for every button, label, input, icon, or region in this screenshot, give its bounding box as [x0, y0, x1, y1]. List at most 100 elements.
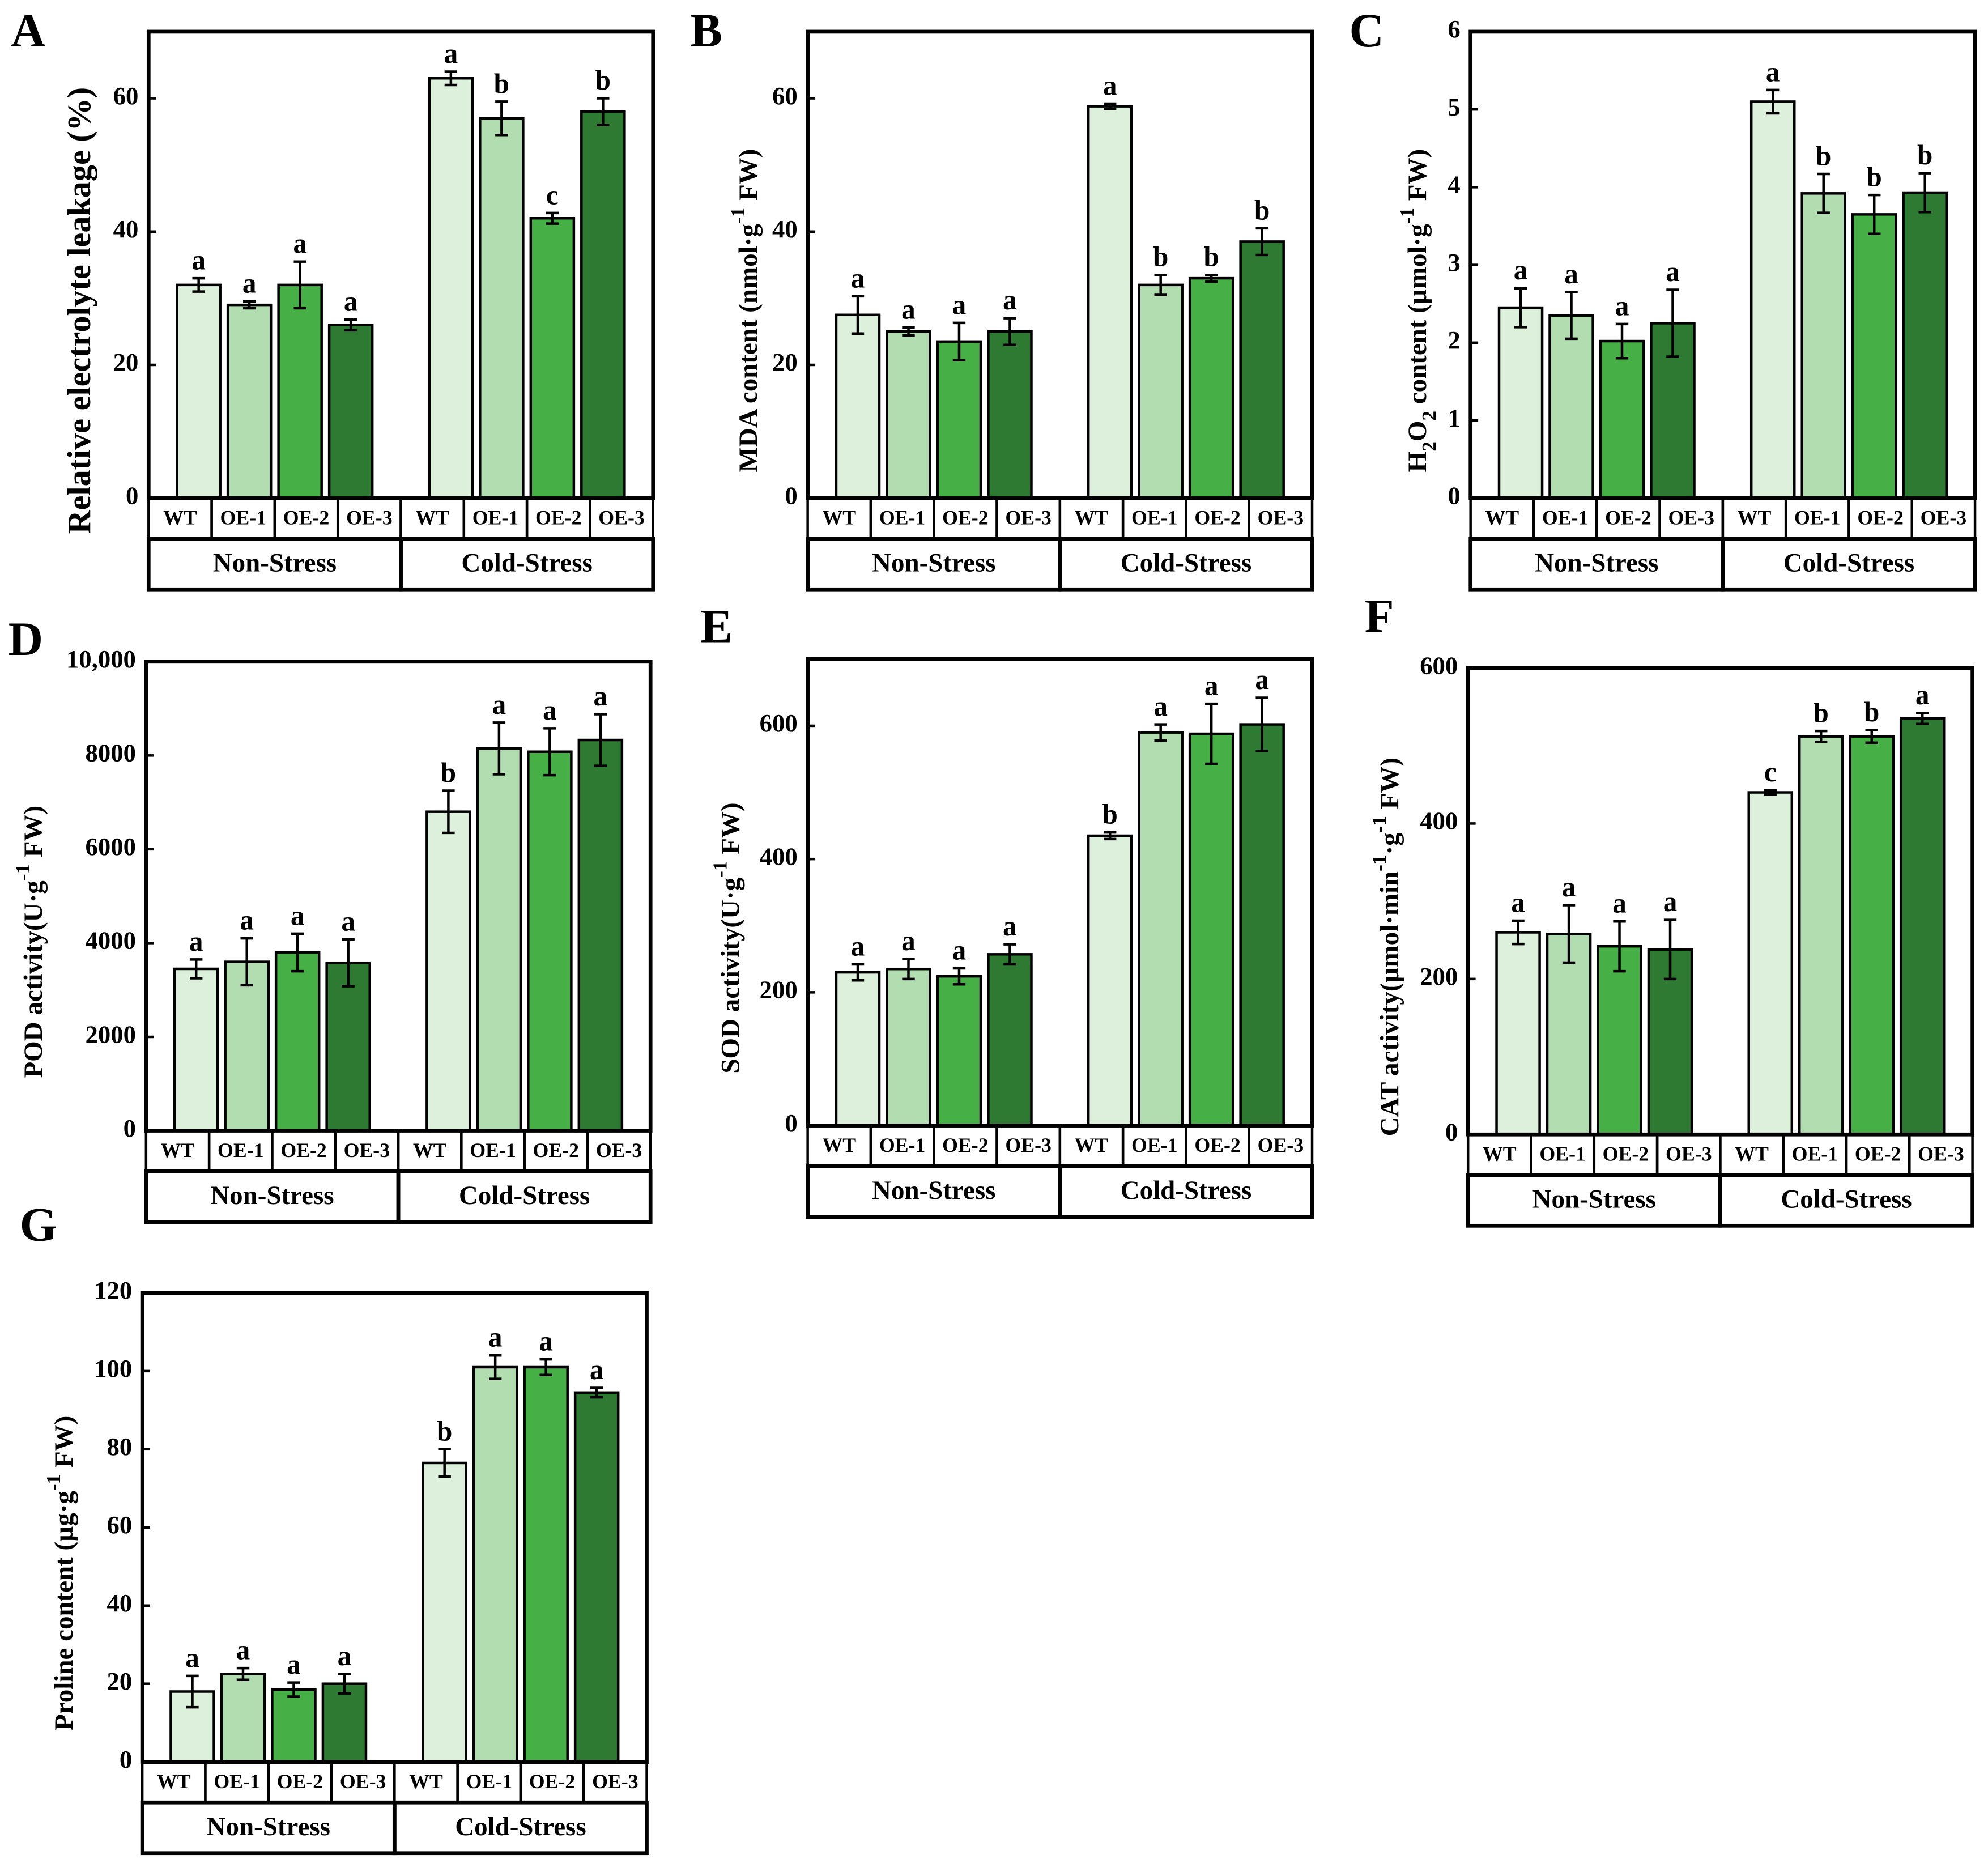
x-tick-label: WT — [1075, 506, 1109, 529]
bar — [327, 324, 374, 500]
bar — [527, 750, 573, 1132]
x-tick-label: OE-3 — [598, 506, 645, 529]
y-axis-label-part: -1 — [709, 861, 731, 877]
significance-letter: a — [488, 1322, 503, 1353]
error-bar — [344, 318, 357, 332]
error-bar — [488, 1354, 502, 1380]
y-tick-label: 1 — [1448, 403, 1460, 432]
x-tick-label: OE-2 — [1194, 506, 1241, 529]
y-axis-label: Relative electrolyte leakage (%) — [61, 87, 97, 534]
y-tick-label: 80 — [107, 1432, 132, 1461]
y-tick-label: 600 — [760, 709, 798, 737]
group-label: Non-Stress — [1535, 548, 1658, 578]
y-axis-label-part: ·g — [1375, 832, 1404, 855]
x-tick-label: OE-1 — [879, 506, 926, 529]
y-tick-label: 60 — [107, 1511, 132, 1539]
error-bar — [597, 97, 610, 126]
x-tick-label: OE-1 — [220, 506, 267, 529]
error-bar — [192, 276, 205, 293]
plot-frame — [806, 657, 1314, 1128]
error-bar — [539, 1358, 552, 1376]
bar — [220, 1673, 266, 1763]
group-cell — [1058, 537, 1314, 592]
significance-letter: a — [242, 268, 257, 299]
error-bar — [495, 100, 508, 137]
x-tick-label: OE-2 — [277, 1770, 323, 1793]
y-tick-label: 5 — [1448, 92, 1460, 121]
x-tick-label: OE-3 — [1921, 506, 1967, 529]
group-label: Non-Stress — [872, 548, 995, 578]
bar — [1849, 735, 1895, 1136]
significance-letter: a — [1666, 256, 1680, 287]
error-bar — [444, 70, 458, 87]
bar — [580, 110, 626, 500]
error-bar — [594, 713, 607, 767]
bar — [422, 1461, 467, 1763]
bar — [173, 967, 219, 1132]
significance-letter: a — [236, 1635, 250, 1666]
x-tick-label: OE-3 — [1258, 1134, 1304, 1156]
significance-letter: a — [1255, 664, 1269, 695]
bar — [886, 330, 931, 500]
error-bar — [902, 326, 915, 337]
y-tick-label: 200 — [760, 976, 798, 1004]
x-tick-label: OE-2 — [535, 506, 582, 529]
y-tick-label: 40 — [113, 215, 139, 243]
significance-letter: b — [1814, 697, 1829, 729]
x-tick-label: WT — [822, 506, 856, 529]
significance-letter: b — [1254, 194, 1270, 226]
plot-frame — [140, 1291, 649, 1764]
bar — [428, 77, 474, 500]
error-bar — [240, 937, 253, 987]
y-axis-label: H2O2 content (µmol·g-1 FW) — [1396, 149, 1440, 472]
bar — [1239, 240, 1285, 500]
error-bar — [1003, 317, 1016, 346]
bar — [1138, 283, 1184, 500]
significance-letter: a — [952, 934, 967, 965]
bar — [523, 1365, 569, 1763]
bar — [176, 283, 222, 500]
error-bar — [236, 1666, 250, 1682]
group-cell — [1058, 1164, 1314, 1219]
significance-letter: a — [851, 262, 865, 293]
bar — [1546, 933, 1592, 1136]
x-tick-label: OE-1 — [1539, 1143, 1586, 1165]
y-tick-label: 40 — [772, 215, 798, 243]
x-tick-label: OE-3 — [1258, 506, 1304, 529]
x-tick-label: WT — [161, 1139, 195, 1162]
significance-letter: a — [293, 228, 307, 259]
significance-letter: a — [1511, 887, 1525, 918]
significance-letter: a — [1514, 254, 1528, 286]
bar — [936, 340, 982, 500]
error-bar — [1104, 831, 1117, 841]
x-tick-label: OE-2 — [280, 1139, 327, 1162]
significance-letter: a — [1003, 284, 1017, 316]
significance-letter: a — [590, 1354, 604, 1385]
bar — [1749, 100, 1796, 500]
x-tick-label: OE-3 — [1668, 506, 1714, 529]
significance-letter: b — [595, 65, 611, 96]
group-cell — [399, 537, 655, 592]
error-bar — [590, 1386, 603, 1399]
plot-frame — [1466, 666, 1974, 1137]
error-bar — [952, 321, 966, 361]
bar — [1497, 306, 1544, 500]
plot-frame — [146, 29, 655, 500]
y-axis-label-part: POD activity(U·g — [19, 880, 48, 1078]
bar — [577, 738, 624, 1132]
error-bar — [543, 727, 556, 777]
y-tick-label: 600 — [1420, 651, 1458, 679]
x-tick-label: OE-3 — [596, 1139, 642, 1162]
y-tick-label: 60 — [113, 82, 139, 110]
significance-letter: a — [189, 926, 203, 957]
x-tick-label: OE-3 — [340, 1770, 386, 1793]
group-label: Non-Stress — [1532, 1185, 1656, 1214]
y-axis-label-part: 2 — [1418, 441, 1440, 452]
bar — [226, 303, 273, 500]
significance-letter: a — [594, 680, 608, 712]
y-axis-label: CAT activity(µmol·min-1·g-1 FW) — [1368, 758, 1404, 1136]
x-tick-label: OE-1 — [470, 1139, 516, 1162]
y-axis-label: MDA content (nmol·g-1 FW) — [727, 149, 763, 473]
x-tick-label: WT — [1738, 506, 1772, 529]
